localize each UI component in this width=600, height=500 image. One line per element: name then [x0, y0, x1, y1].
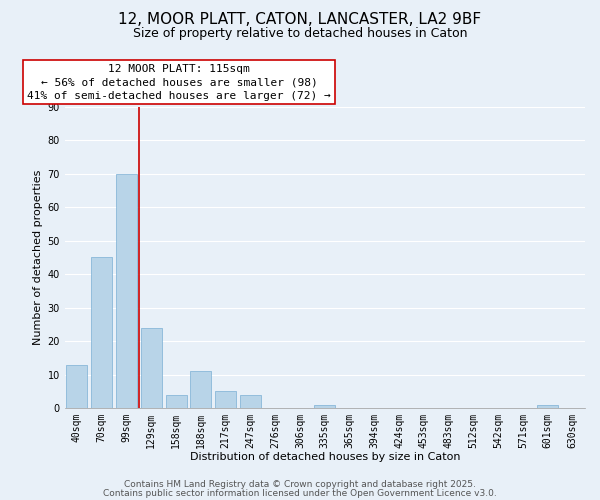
Bar: [67, 364, 88, 408]
Bar: [314, 405, 335, 408]
Text: 12 MOOR PLATT: 115sqm
← 56% of detached houses are smaller (98)
41% of semi-deta: 12 MOOR PLATT: 115sqm ← 56% of detached …: [27, 64, 331, 100]
Bar: [91, 258, 112, 408]
Y-axis label: Number of detached properties: Number of detached properties: [33, 170, 43, 345]
X-axis label: Distribution of detached houses by size in Caton: Distribution of detached houses by size …: [190, 452, 460, 462]
Bar: [537, 405, 559, 408]
Text: Contains public sector information licensed under the Open Government Licence v3: Contains public sector information licen…: [103, 488, 497, 498]
Bar: [190, 372, 211, 408]
Text: Contains HM Land Registry data © Crown copyright and database right 2025.: Contains HM Land Registry data © Crown c…: [124, 480, 476, 489]
Text: 12, MOOR PLATT, CATON, LANCASTER, LA2 9BF: 12, MOOR PLATT, CATON, LANCASTER, LA2 9B…: [118, 12, 482, 28]
Bar: [166, 395, 187, 408]
Bar: [240, 395, 261, 408]
Bar: [116, 174, 137, 408]
Text: Size of property relative to detached houses in Caton: Size of property relative to detached ho…: [133, 28, 467, 40]
Bar: [141, 328, 162, 408]
Bar: [215, 392, 236, 408]
